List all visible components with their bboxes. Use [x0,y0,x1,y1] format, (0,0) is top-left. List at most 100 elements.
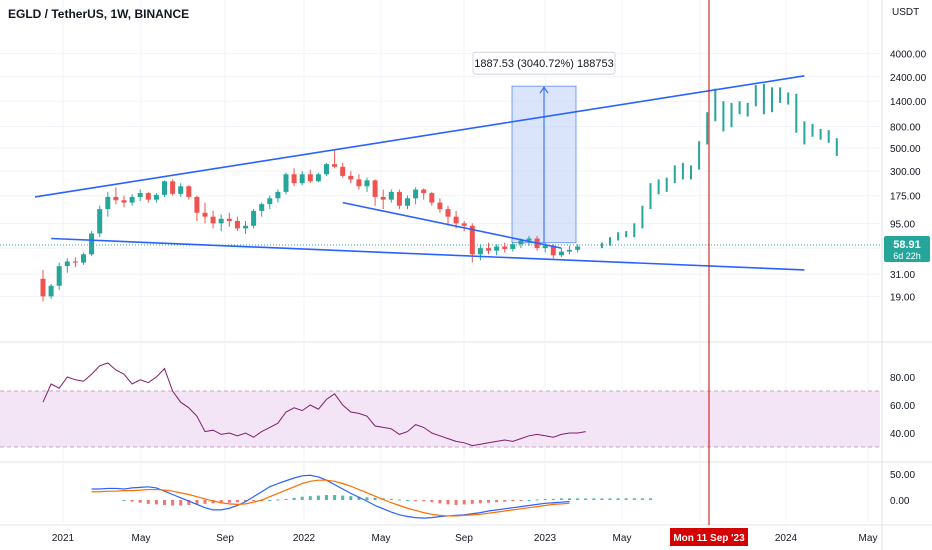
macd-histogram-bar [568,498,571,500]
macd-histogram-bar [365,497,369,500]
macd-histogram-bar [146,500,150,504]
candle [64,261,70,267]
macd-histogram-bar [195,500,199,505]
candle [356,179,362,187]
macd-histogram-bar [406,500,409,501]
last-price-label: 58.91 [893,239,921,251]
macd-histogram-bar [300,496,304,500]
macd-histogram-bar [551,498,555,500]
macd-histogram-bar [122,500,126,501]
measure-arrowhead [539,86,549,94]
macd-histogram-bar [487,500,490,503]
macd-histogram-bar [227,500,231,503]
macd-line [91,474,570,519]
price-tick-label: 19.00 [890,292,915,303]
candle [558,251,564,256]
candle [162,181,167,195]
macd-histogram-bar [268,500,272,501]
price-tick-label: 31.00 [890,270,915,281]
candle [291,174,297,184]
candle [97,209,103,234]
macd-histogram-bar [649,498,652,500]
candle [307,174,313,182]
candle [413,189,419,199]
candle [510,244,516,249]
last-price-tag [884,236,930,263]
macd-histogram-bar [559,498,563,500]
macd-histogram-bar [333,495,337,500]
candle [194,196,200,213]
price-tick-label: 1400.00 [890,97,927,108]
macd-zero-label: 0.00 [890,496,910,507]
macd-histogram-bar [430,500,434,503]
trendlines[interactable] [34,75,805,271]
candle [364,180,370,187]
candle [445,209,451,217]
time-tick-label: 2023 [534,533,557,544]
candle [299,174,305,184]
candle [429,193,435,203]
macd-histogram-bar [171,500,175,506]
candle [81,254,86,263]
rsi-tick-label: 60.00 [890,401,915,412]
candle [380,196,386,200]
candle [469,225,475,255]
measure-label-box [472,51,616,75]
macd-histogram-bar [608,498,612,500]
candle [518,240,524,245]
candle [437,202,443,210]
price-tick-label: 175.00 [890,192,921,203]
macd-histogram-bar [527,500,531,501]
time-tick-label: May [859,533,878,544]
macd-histogram-bar [576,498,580,500]
macd-histogram-bar [373,497,377,500]
measure-annotation[interactable]: 1887.53 (3040.72%) 188753 [472,51,616,244]
candle [461,223,467,226]
time-tick-label: 2021 [52,533,75,544]
candle [486,248,491,251]
macd-histogram-bar [389,498,393,500]
candle [324,164,329,175]
macd-histogram-bar [316,495,320,500]
candle [315,174,321,182]
price-tick-label: 2400.00 [890,73,927,84]
macd-histogram-bar [244,500,247,502]
macd-histogram-bar [438,500,442,504]
macd-histogram-bar [632,498,636,500]
macd-histogram-bar [130,500,134,502]
candle [421,189,427,194]
macd-histogram-bar [462,500,466,505]
macd-histogram-bar [470,500,474,504]
macd-histogram-bar [616,498,620,500]
candle [332,164,338,167]
candle [121,200,127,203]
macd-histogram-bar [478,500,482,504]
price-tick-label: 300.00 [890,167,921,178]
candle [550,245,556,256]
candle [267,198,273,205]
candle [526,238,532,241]
macd-histogram-bar [600,498,604,500]
price-tick-label: 500.00 [890,144,921,155]
macd-histogram-bar [640,498,644,500]
chart-title: EGLD / TetherUS, 1W, BINANCE [8,7,189,21]
measure-label: 1887.53 (3040.72%) 188753 [474,58,613,70]
macd-histogram-bar [543,498,547,500]
candle [137,193,143,197]
trendline-upper-wedge [34,75,805,198]
macd-signal-line [91,479,570,517]
macd-histogram-bar [414,500,418,501]
currency-label: USDT [892,7,919,18]
candle [453,216,459,224]
candle [502,246,508,249]
candle [170,181,176,194]
crosshair-date-tag [670,528,748,546]
macd-histogram-bar [154,500,158,505]
macd-histogram-bar [276,499,280,501]
macd-histogram-bar [252,500,256,502]
candle [210,216,216,224]
candle [218,218,224,224]
time-tick-label: May [132,533,151,544]
